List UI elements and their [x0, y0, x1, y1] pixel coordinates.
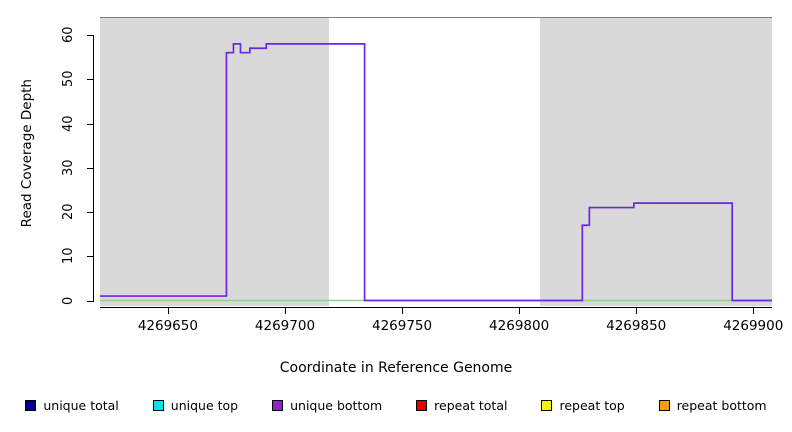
legend-item[interactable]: repeat top — [541, 398, 625, 413]
y-axis-tick-label: 50 — [61, 70, 76, 88]
square-swatch-icon — [272, 400, 284, 411]
x-axis-tick — [753, 307, 755, 314]
y-axis-title: Read Coverage Depth — [16, 0, 38, 306]
x-axis-tick-label: 4269850 — [606, 318, 667, 334]
x-axis-tick — [519, 307, 521, 314]
shaded-region-1 — [100, 18, 330, 306]
y-axis-tick-label: 30 — [61, 159, 76, 177]
y-axis-tick — [87, 167, 94, 169]
x-axis-tick — [284, 307, 286, 314]
square-swatch-icon — [416, 400, 428, 411]
shaded-region-2 — [540, 18, 772, 306]
legend-item-label: unique total — [43, 398, 119, 413]
y-axis-tick-label: 20 — [61, 203, 76, 221]
legend-item-label: repeat total — [434, 398, 508, 413]
x-axis-tick-label: 4269750 — [371, 318, 433, 334]
square-swatch-icon — [658, 400, 670, 411]
x-axis-title: Coordinate in Reference Genome — [279, 360, 513, 376]
y-axis-tick — [87, 300, 94, 302]
legend-item[interactable]: unique total — [25, 398, 119, 413]
legend-item[interactable]: repeat bottom — [658, 398, 767, 413]
legend-item[interactable]: unique top — [152, 398, 239, 413]
plot-area — [100, 18, 772, 306]
y-axis-title-text: Read Coverage Depth — [19, 78, 35, 228]
x-axis-tick — [636, 307, 638, 314]
x-axis-tick — [167, 307, 169, 314]
plot-top-border — [100, 17, 772, 18]
y-axis-tick — [87, 123, 94, 125]
y-axis-tick — [87, 79, 94, 81]
legend-item-label: unique top — [170, 398, 239, 413]
y-axis-tick-label: 10 — [61, 247, 76, 265]
y-axis-tick-label: 60 — [61, 26, 76, 44]
legend-item[interactable]: repeat total — [416, 398, 507, 413]
x-axis-tick-label: 4269800 — [489, 318, 550, 334]
y-axis-tick-label: 0 — [61, 296, 76, 305]
legend-item-label: repeat bottom — [676, 398, 767, 413]
y-axis-tick — [87, 256, 94, 258]
x-axis-tick-label: 4269700 — [254, 318, 316, 334]
legend-item-label: unique bottom — [290, 398, 383, 413]
legend-item[interactable]: unique bottom — [272, 398, 382, 413]
chart-legend: unique total unique top unique bottom repea… — [0, 398, 792, 413]
square-swatch-icon — [541, 400, 553, 411]
square-swatch-icon — [152, 400, 164, 411]
x-axis-tick — [402, 307, 404, 314]
y-axis-tick — [87, 212, 94, 213]
y-axis-tick-label: 40 — [61, 115, 76, 132]
x-axis-tick-label: 4269900 — [723, 318, 784, 334]
legend-item-label: repeat top — [559, 398, 625, 413]
square-swatch-icon — [25, 400, 37, 411]
x-axis-line — [100, 307, 772, 308]
y-axis-tick — [87, 35, 94, 36]
x-axis-tick-label: 4269650 — [137, 318, 198, 334]
